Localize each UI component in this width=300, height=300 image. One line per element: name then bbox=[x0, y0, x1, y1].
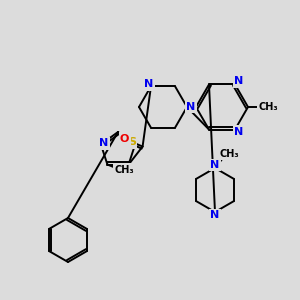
Text: O: O bbox=[120, 134, 129, 144]
Text: N: N bbox=[234, 76, 244, 86]
Text: N: N bbox=[210, 210, 220, 220]
Text: CH₃: CH₃ bbox=[219, 149, 239, 159]
Text: N: N bbox=[234, 127, 244, 136]
Text: CH₃: CH₃ bbox=[115, 165, 134, 175]
Text: N: N bbox=[144, 79, 154, 89]
Text: CH₃: CH₃ bbox=[258, 102, 278, 112]
Text: N: N bbox=[210, 160, 220, 170]
Text: S: S bbox=[128, 137, 136, 147]
Text: N: N bbox=[186, 102, 196, 112]
Text: N: N bbox=[99, 138, 109, 148]
